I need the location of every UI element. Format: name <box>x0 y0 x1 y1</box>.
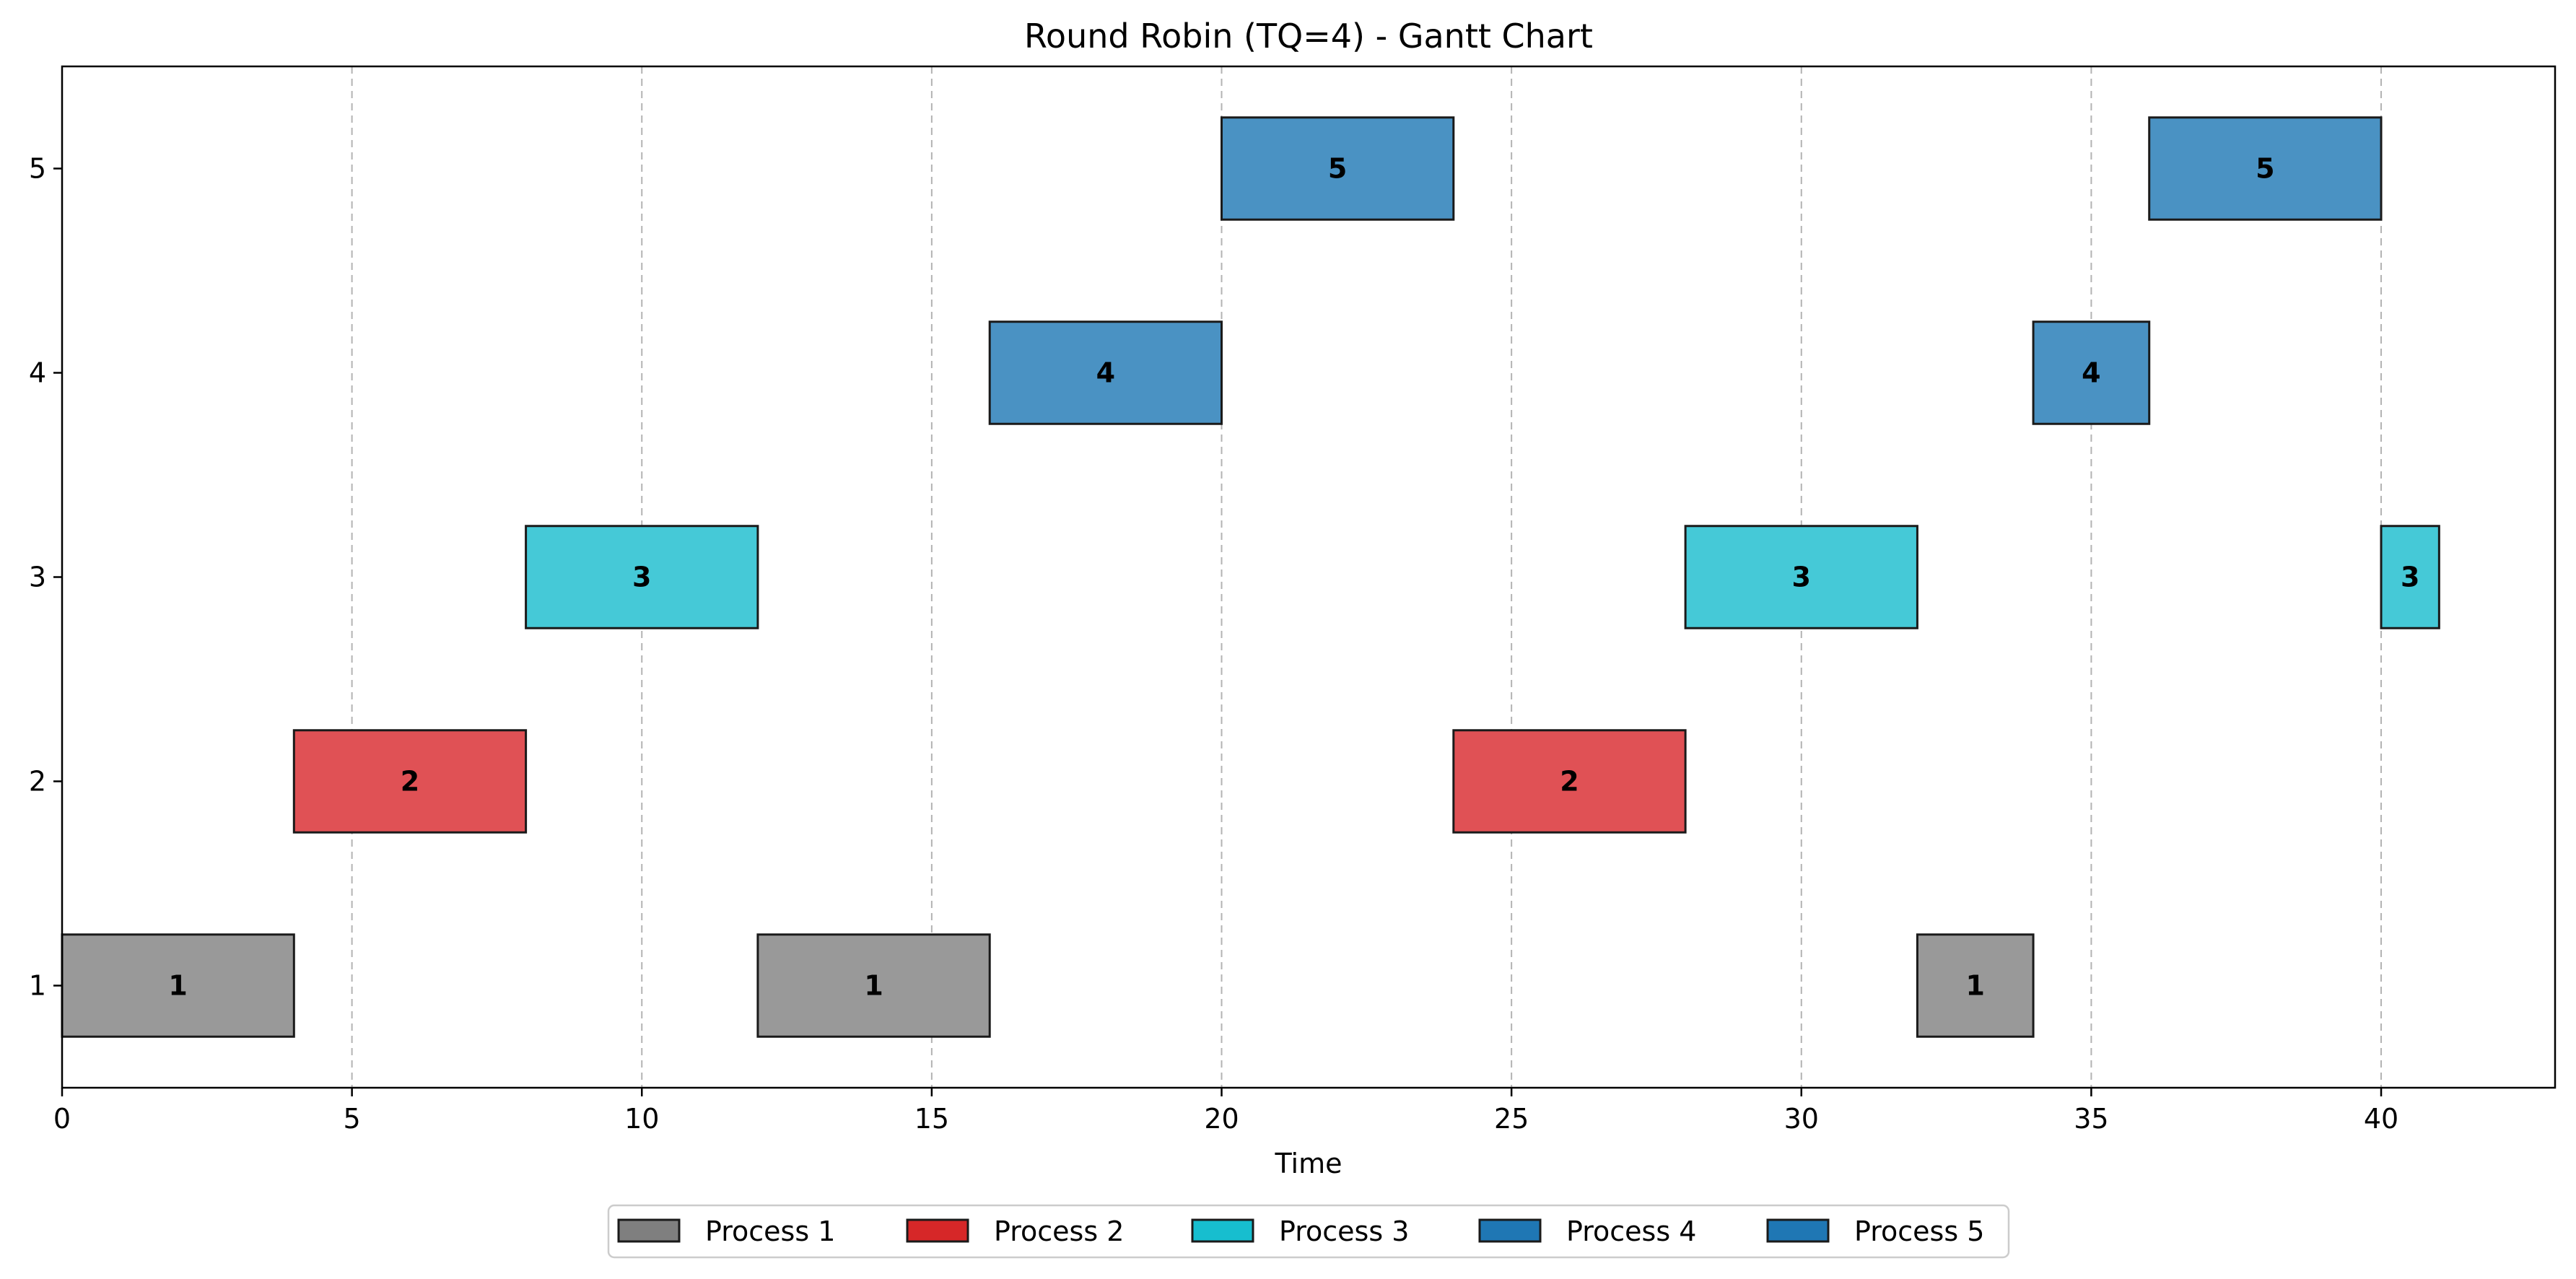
y-tick-label-1: 1 <box>29 970 46 1002</box>
bar-segment-p4-4 <box>988 320 1223 425</box>
bar-label-p4-4: 4 <box>1096 357 1115 389</box>
bar-segment-p2-6 <box>1452 729 1687 834</box>
y-tick-label-3: 3 <box>29 562 46 593</box>
legend-label-1: Process 1 <box>705 1215 835 1247</box>
bar-segment-p1-3 <box>756 933 991 1038</box>
y-tick-label-5: 5 <box>29 153 46 185</box>
bars: 1 2 3 1 4 5 2 3 1 4 5 3 <box>61 116 2440 1038</box>
legend-label-4: Process 4 <box>1566 1215 1696 1247</box>
bar-segment-p3-2 <box>525 525 759 629</box>
bar-segment-p5-10 <box>2148 116 2383 221</box>
bar-label-p2-6: 2 <box>1560 766 1579 798</box>
legend-swatch-2 <box>906 1218 969 1243</box>
bar-segment-p3-7 <box>1684 525 1918 629</box>
bar-segment-p4-9 <box>2032 320 2151 425</box>
x-tick-label-35: 35 <box>2074 1103 2108 1135</box>
legend-swatch-1 <box>617 1218 681 1243</box>
bar-segment-p2-1 <box>292 729 528 834</box>
bar-label-p3-7: 3 <box>1792 562 1811 593</box>
x-axis-label: Time <box>1275 1148 1342 1179</box>
grid <box>351 66 2383 1088</box>
bar-label-p5-5: 5 <box>1328 153 1347 185</box>
y-axis: 1 2 3 4 5 <box>29 153 62 1002</box>
bar-segment-p1-0 <box>61 933 295 1038</box>
bar-label-p3-2: 3 <box>632 562 651 593</box>
legend-swatch-3 <box>1191 1218 1254 1243</box>
bar-label-p2-1: 2 <box>401 766 419 798</box>
y-tick-label-2: 2 <box>29 766 46 798</box>
x-tick-label-15: 15 <box>914 1103 949 1135</box>
x-tick-label-20: 20 <box>1204 1103 1239 1135</box>
legend-box <box>607 1204 2010 1259</box>
x-tick-label-0: 0 <box>53 1103 71 1135</box>
bar-label-p4-9: 4 <box>2082 357 2100 389</box>
legend-swatch-5 <box>1766 1218 1830 1243</box>
legend-label-5: Process 5 <box>1854 1215 1984 1247</box>
legend: Process 1 Process 2 Process 3 Process 4 Proc… <box>607 1204 2010 1259</box>
bar-label-p5-10: 5 <box>2256 153 2274 185</box>
chart-title: Round Robin (TQ=4) - Gantt Chart <box>1024 17 1593 56</box>
x-tick-label-30: 30 <box>1784 1103 1819 1135</box>
legend-swatch-4 <box>1478 1218 1542 1243</box>
bar-label-p1-8: 1 <box>1966 970 1985 1002</box>
bar-label-p3-11: 3 <box>2401 562 2419 593</box>
bar-label-p1-0: 1 <box>168 970 187 1002</box>
y-tick-label-4: 4 <box>29 357 46 389</box>
bar-segment-p1-8 <box>1916 933 2035 1038</box>
x-tick-label-10: 10 <box>624 1103 659 1135</box>
legend-label-2: Process 2 <box>994 1215 1124 1247</box>
x-tick-label-5: 5 <box>344 1103 361 1135</box>
bar-label-p1-3: 1 <box>864 970 883 1002</box>
bar-segment-p5-5 <box>1221 116 1455 221</box>
x-tick-label-25: 25 <box>1494 1103 1529 1135</box>
legend-label-3: Process 3 <box>1279 1215 1409 1247</box>
x-axis: 0 5 10 15 20 25 30 35 40 <box>53 1088 2398 1135</box>
bar-segment-p3-11 <box>2380 525 2440 629</box>
x-tick-label-40: 40 <box>2364 1103 2398 1135</box>
